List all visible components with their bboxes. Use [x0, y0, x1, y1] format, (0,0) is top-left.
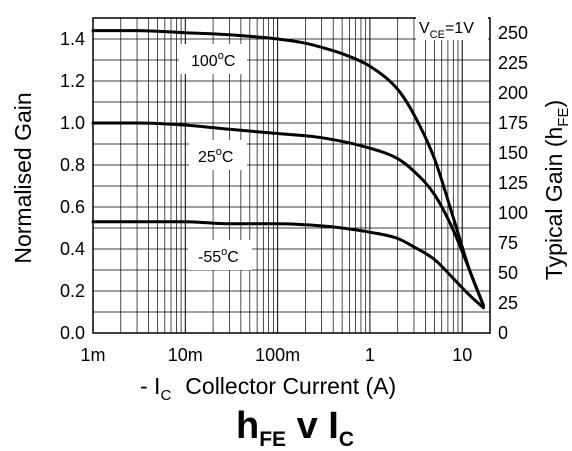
x-tick-label-2: 100m	[255, 345, 300, 365]
y-tick-label-0: 0.0	[60, 323, 85, 343]
y-tick-label-6: 1.2	[60, 71, 85, 91]
y2-tick-label-8: 200	[498, 83, 528, 103]
curve-label-minus55c: -55oC	[188, 240, 252, 270]
x-tick-label-0: 1m	[80, 345, 105, 365]
x-axis-label: - IC Collector Current (A)	[140, 373, 396, 404]
y2-tick-labels: 0 25 50 75 100 125 150 175 200 225 250	[498, 23, 528, 343]
y2-tick-label-1: 25	[498, 293, 518, 313]
y-tick-label-3: 0.6	[60, 197, 85, 217]
y2-tick-label-9: 225	[498, 53, 528, 73]
svg-text:100oC: 100oC	[191, 50, 235, 70]
y-tick-label-1: 0.2	[60, 281, 85, 301]
y-tick-label-4: 0.8	[60, 155, 85, 175]
x-tick-label-3: 1	[365, 345, 375, 365]
gain-curves	[91, 29, 485, 310]
vce-annotation: VCE=1V	[416, 14, 488, 41]
series-line-2	[91, 220, 485, 310]
series-line-1	[91, 121, 485, 308]
x-tick-labels: 1m 10m 100m 1 10	[80, 345, 472, 365]
chart-title: hFE v IC	[236, 405, 354, 451]
y2-axis-label: Typical Gain (hFE)	[541, 100, 572, 280]
x-tick-label-1: 10m	[168, 345, 203, 365]
grid	[92, 17, 491, 334]
svg-text:VCE=1V: VCE=1V	[419, 20, 474, 41]
y2-tick-label-4: 100	[498, 203, 528, 223]
y2-tick-label-6: 150	[498, 143, 528, 163]
y-tick-label-2: 0.4	[60, 239, 85, 259]
series-line-0	[91, 29, 485, 308]
y-tick-label-5: 1.0	[60, 113, 85, 133]
y2-tick-label-10: 250	[498, 23, 528, 43]
x-tick-label-4: 10	[452, 345, 472, 365]
y2-tick-label-7: 175	[498, 113, 528, 133]
y2-tick-label-3: 75	[498, 233, 518, 253]
y-axis-label: Normalised Gain	[10, 92, 36, 263]
y2-tick-label-5: 125	[498, 173, 528, 193]
y-tick-labels: 0.0 0.2 0.4 0.6 0.8 1.0 1.2 1.4	[60, 29, 85, 343]
curve-label-100c: 100oC	[179, 44, 247, 74]
y-tick-label-7: 1.4	[60, 29, 85, 49]
svg-text:25oC: 25oC	[198, 146, 233, 166]
y2-tick-label-0: 0	[498, 323, 508, 343]
curve-label-25c: 25oC	[189, 140, 247, 170]
y2-tick-label-2: 50	[498, 263, 518, 283]
svg-text:-55oC: -55oC	[198, 246, 239, 266]
plot-frame	[92, 17, 491, 334]
